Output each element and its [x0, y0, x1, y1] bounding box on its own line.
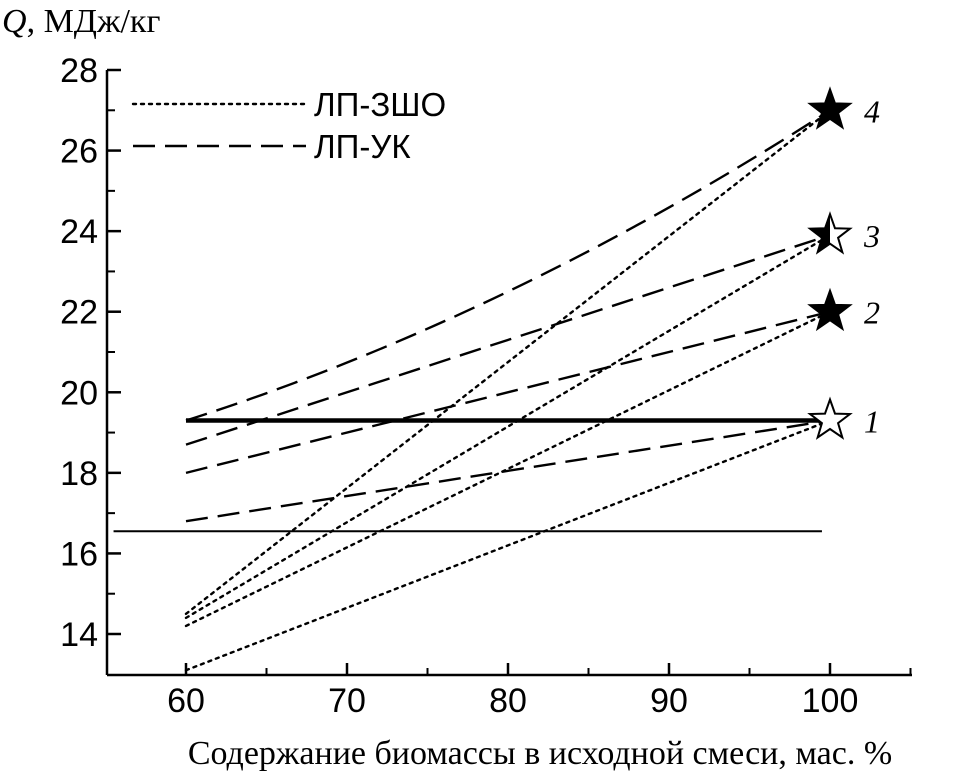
y-tick-label: 22: [60, 294, 98, 332]
x-tick-label: 80: [489, 682, 527, 720]
x-tick-label: 60: [167, 682, 205, 720]
y-axis-unit: , МДж/кг: [27, 3, 161, 40]
series-lines: [184, 109, 832, 672]
x-tick-label: 100: [802, 682, 859, 720]
series-line-dashed: [185, 419, 831, 523]
star-marker-filled: [807, 287, 853, 332]
y-tick-label: 26: [60, 133, 98, 171]
endpoint-label: 4: [864, 93, 880, 129]
endpoint-markers: 1 2 3 4: [807, 86, 880, 440]
reference-lines: [113, 418, 830, 533]
x-tick-label: 90: [650, 682, 688, 720]
endpoint-label: 3: [863, 218, 880, 254]
series-line-dotted: [184, 419, 832, 672]
legend-label: ЛП-УК: [314, 128, 411, 165]
legend: ЛП-ЗШО ЛП-УК: [131, 86, 446, 165]
y-tick-label: 24: [60, 213, 98, 251]
series-line-dotted: [184, 233, 832, 620]
y-tick-label: 28: [60, 52, 98, 90]
endpoint-label: 1: [864, 403, 880, 439]
y-axis-symbol: Q: [2, 3, 27, 40]
star-marker-half-fill: [810, 214, 830, 253]
y-axis-title: Q, МДж/кг: [2, 3, 160, 40]
endpoint-label: 2: [864, 295, 880, 331]
series-line-dashed: [185, 310, 831, 475]
y-tick-label: 20: [60, 374, 98, 412]
series-line-dashed: [185, 109, 831, 422]
series-line-dotted: [184, 109, 832, 616]
series-line-dashed: [185, 234, 831, 446]
x-tick-label: 70: [328, 682, 366, 720]
x-axis-title: Содержание биомассы в исходной смеси, ма…: [188, 735, 892, 772]
y-tick-label: 14: [60, 616, 98, 654]
y-tick-label: 18: [60, 455, 98, 493]
star-marker-open: [807, 396, 853, 440]
star-marker-filled: [807, 86, 853, 130]
y-tick-label: 16: [60, 535, 98, 573]
series-line-dotted: [184, 310, 832, 628]
legend-label: ЛП-ЗШО: [314, 86, 446, 123]
